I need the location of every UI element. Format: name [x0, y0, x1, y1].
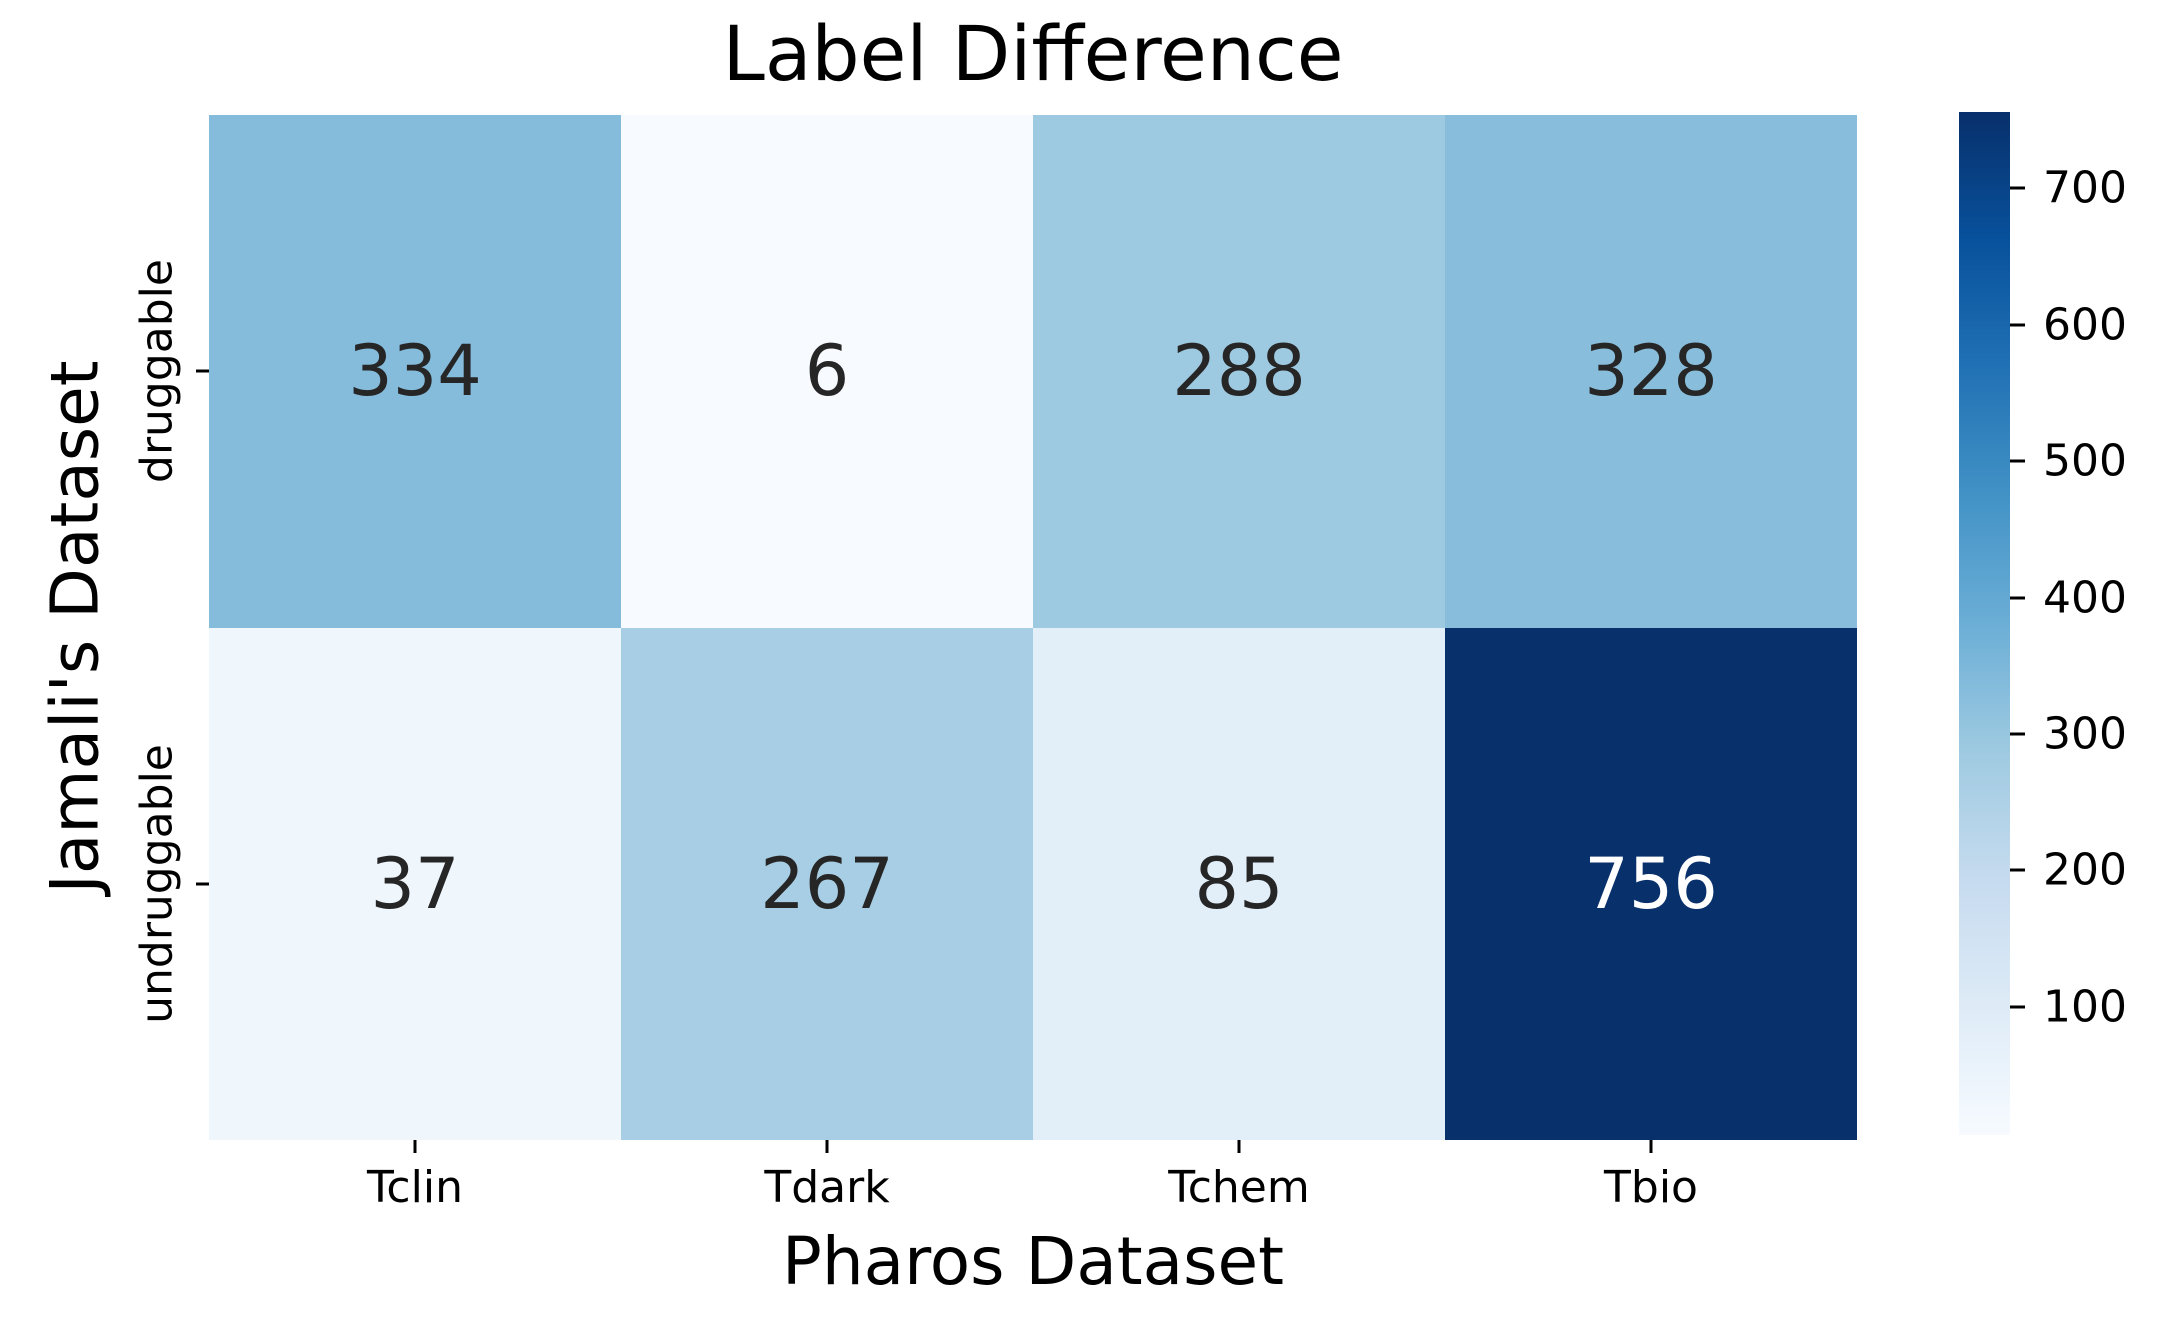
cell-value: 334 — [348, 330, 482, 413]
heatmap-cell: 37 — [209, 627, 621, 1140]
y-tick-mark — [196, 882, 209, 886]
colorbar-tick-mark — [2010, 1005, 2025, 1009]
colorbar-tick-mark — [2010, 868, 2025, 872]
x-tick-label: Tdark — [764, 1162, 890, 1213]
colorbar-tick-label: 500 — [2043, 435, 2127, 487]
heatmap-cell: 288 — [1033, 115, 1445, 628]
x-tick-mark — [413, 1140, 417, 1153]
colorbar-tick-mark — [2010, 596, 2025, 600]
x-axis: Tclin Tdark Tchem Tbio — [209, 1140, 1857, 1250]
heatmap-cell: 334 — [209, 115, 621, 628]
colorbar-tick-label: 300 — [2043, 708, 2127, 760]
x-axis-label: Pharos Dataset — [782, 1223, 1284, 1300]
y-tick-mark — [196, 369, 209, 373]
colorbar-tick-mark — [2010, 459, 2025, 463]
heatmap-cell: 328 — [1445, 115, 1857, 628]
heatmap-cell: 267 — [621, 627, 1033, 1140]
cell-value: 267 — [760, 842, 894, 925]
x-tick-label: Tbio — [1604, 1162, 1698, 1213]
x-tick-label: Tchem — [1168, 1162, 1310, 1213]
colorbar-tick-label: 100 — [2043, 981, 2127, 1033]
y-tick-label: druggable — [131, 259, 183, 484]
x-tick-mark — [825, 1140, 829, 1153]
colorbar-tick-label: 600 — [2043, 299, 2127, 351]
colorbar-tick-label: 200 — [2043, 844, 2127, 896]
colorbar-tick-label: 400 — [2043, 572, 2127, 624]
heatmap-cell: 756 — [1445, 627, 1857, 1140]
heatmap-cell: 6 — [621, 115, 1033, 628]
cell-value: 288 — [1172, 330, 1306, 413]
colorbar-tick-label: 700 — [2043, 162, 2127, 214]
colorbar-tick-mark — [2010, 323, 2025, 327]
cell-value: 85 — [1194, 842, 1284, 925]
colorbar: 700 600 500 400 300 200 100 — [1959, 112, 2165, 1135]
colorbar-tick-mark — [2010, 732, 2025, 736]
cell-value: 756 — [1584, 842, 1718, 925]
y-tick-label: undruggable — [131, 743, 183, 1024]
colorbar-gradient — [1959, 112, 2010, 1135]
heatmap: 334 6 288 328 37 267 85 756 — [209, 115, 1857, 1140]
cell-value: 328 — [1584, 330, 1718, 413]
colorbar-tick-mark — [2010, 186, 2025, 190]
heatmap-cell: 85 — [1033, 627, 1445, 1140]
chart-title: Label Difference — [722, 9, 1344, 98]
y-axis: druggable undruggable — [0, 115, 209, 1140]
cell-value: 6 — [804, 330, 850, 413]
x-tick-mark — [1649, 1140, 1653, 1153]
y-axis-label: Jamali's Dataset — [36, 360, 114, 894]
cell-value: 37 — [370, 842, 460, 925]
x-tick-mark — [1237, 1140, 1241, 1153]
x-tick-label: Tclin — [367, 1162, 463, 1213]
